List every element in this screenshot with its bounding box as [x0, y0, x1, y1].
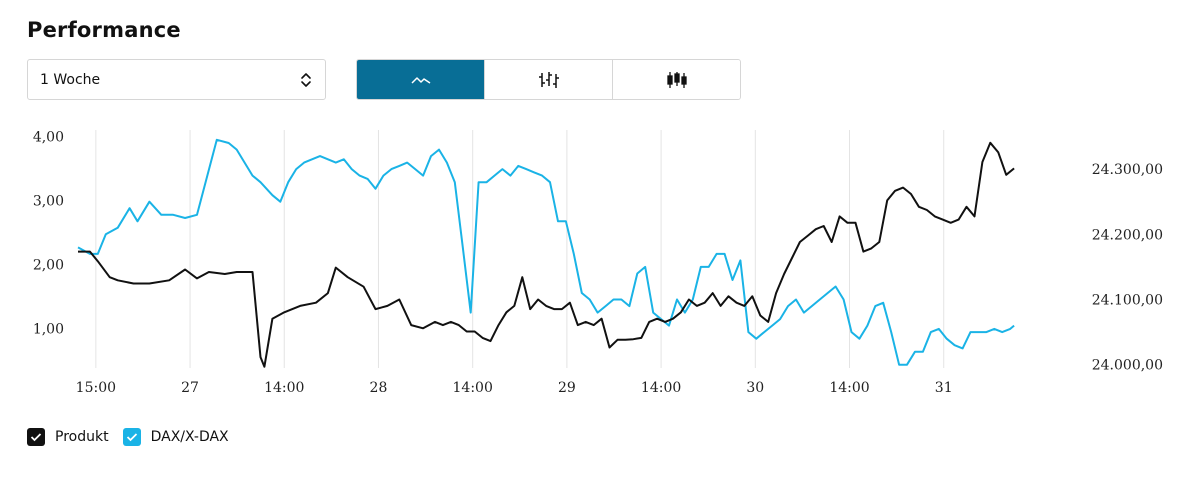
line-chart-icon	[410, 76, 430, 84]
right-axis-tick-label: 24.000,00	[1092, 358, 1163, 374]
performance-chart: 15:00 27 14:00 28 14:00 29 14:00 30 14:00 31 1,00 2…	[33, 129, 1163, 396]
checkbox-checked-icon	[122, 428, 141, 446]
ohlc-chart-button[interactable]	[484, 60, 612, 99]
period-select-value: 1 Woche	[40, 72, 101, 88]
chart-type-toggle	[356, 59, 741, 100]
legend-label-dax: DAX/X-DAX	[150, 429, 229, 445]
x-tick-label: 29	[558, 380, 576, 396]
chart-legend: Produkt DAX/X-DAX	[27, 428, 243, 446]
x-tick-label: 27	[181, 380, 199, 396]
right-axis-tick-label: 24.300,00	[1092, 162, 1163, 178]
series-line-dax	[77, 138, 1015, 366]
x-tick-label: 30	[746, 380, 764, 396]
left-axis-tick-label: 1,00	[33, 321, 64, 337]
right-axis-tick-label: 24.100,00	[1092, 293, 1163, 309]
series-line-produkt	[78, 141, 1015, 368]
left-axis-tick-label: 2,00	[33, 257, 64, 273]
x-tick-label: 15:00	[76, 380, 116, 396]
candlestick-chart-button[interactable]	[612, 60, 740, 99]
legend-label-produkt: Produkt	[55, 429, 109, 445]
chevron-up-down-icon	[301, 73, 311, 87]
x-tick-label: 28	[370, 380, 388, 396]
ohlc-chart-icon	[538, 71, 559, 88]
legend-item-dax[interactable]: DAX/X-DAX	[122, 428, 229, 446]
x-tick-label: 14:00	[264, 380, 304, 396]
right-axis-tick-label: 24.200,00	[1092, 227, 1163, 243]
candlestick-chart-icon	[666, 71, 687, 88]
period-select[interactable]: 1 Woche	[27, 59, 326, 100]
left-axis-tick-label: 4,00	[33, 129, 64, 145]
checkbox-checked-icon	[27, 428, 45, 446]
x-tick-label: 14:00	[641, 380, 681, 396]
legend-item-produkt[interactable]: Produkt	[27, 428, 109, 446]
x-tick-label: 31	[935, 380, 953, 396]
x-tick-label: 14:00	[829, 380, 869, 396]
left-axis-tick-label: 3,00	[33, 193, 64, 209]
x-tick-label: 14:00	[453, 380, 493, 396]
page-title: Performance	[27, 18, 181, 42]
line-chart-button[interactable]	[357, 60, 484, 99]
